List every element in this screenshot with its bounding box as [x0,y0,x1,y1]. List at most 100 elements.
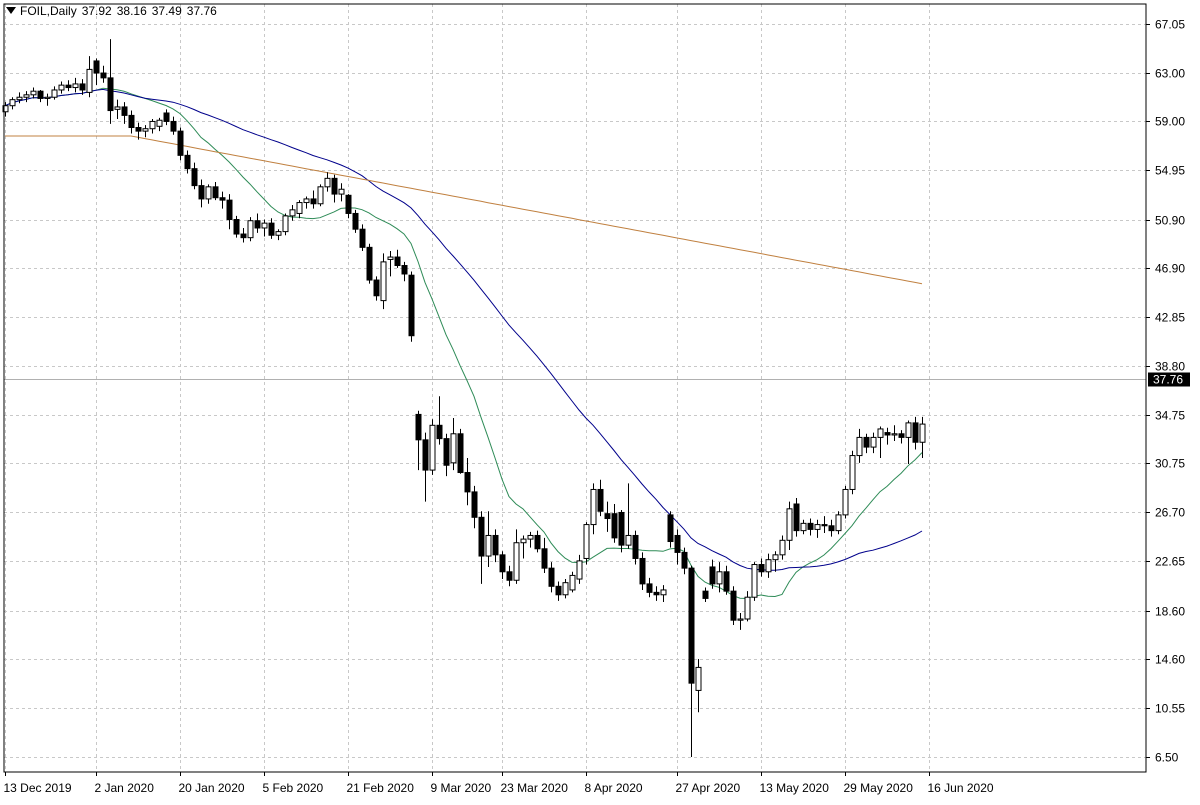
candle-body-bull [919,423,926,443]
candle-body-bear [492,534,499,556]
candle-body-bear [79,83,86,91]
x-tick-label: 27 Apr 2020 [676,781,741,795]
y-tick-label: 14.60 [1155,653,1185,667]
candle-body-bear [478,516,485,557]
candle-body-bear [191,168,198,187]
x-tick-label: 13 May 2020 [760,781,830,795]
candle-body-bear [639,557,646,585]
candle-body-bull [744,596,751,620]
plot-frame [3,3,1147,773]
candle-body-bull [2,105,9,113]
y-tick-label: 59.00 [1155,115,1185,129]
candle-body-bull [856,436,863,457]
candle-body-bear [828,525,835,532]
candle-body-bear [499,554,506,573]
candle-body-bear [898,433,905,438]
candle-body-bear [219,197,226,201]
candle-body-bear [541,548,548,569]
candle-body-bear [681,551,688,569]
candle-body-bear [653,591,660,596]
candle-body-bull [891,433,898,436]
candle-body-bull [338,188,345,195]
candle-body-bear [702,590,709,599]
candle-body-bear [884,432,891,436]
y-tick-label: 6.50 [1155,751,1179,765]
candle-body-bear [457,433,464,474]
candle-body-bear [268,222,275,236]
candle-body-bull [317,186,324,205]
dropdown-triangle-icon[interactable] [6,7,16,14]
candle-body-bear [394,256,401,267]
candle-body-bear [107,77,114,112]
current-price-label: 37.76 [1153,373,1183,387]
candle-body-bull [576,560,583,580]
candle-body-bear [912,422,919,443]
moving-averages-layer [4,87,923,600]
candle-body-bear [534,534,541,550]
candle-body-bear [128,114,135,129]
candle-body-bull [23,94,30,98]
candle-body-bull [835,514,842,532]
high-value: 38.16 [116,4,147,18]
candle-body-bull [387,256,394,260]
candles-layer [2,39,926,757]
y-tick-label: 42.85 [1155,311,1185,325]
candle-body-bear [240,233,247,239]
candle-body-bear [632,534,639,559]
y-tick-label: 18.60 [1155,605,1185,619]
symbol-label: FOIL, [20,4,51,18]
candle-body-bear [471,491,478,518]
candle-body-bear [352,212,359,230]
candle-body-bull [303,198,310,204]
candle-body-bull [16,96,23,101]
candle-body-bear [65,84,72,89]
candle-body-bull [870,436,877,448]
current-price-label-box [1148,372,1190,387]
candle-body-bull [149,120,156,130]
candle-body-bear [667,514,674,543]
candle-body-bull [30,90,37,96]
candle-body-bear [359,228,366,248]
candle-body-bear [177,130,184,156]
candle-body-bull [562,582,569,596]
candle-body-bear [212,186,219,199]
candle-body-bear [135,127,142,132]
candle-body-bear [730,590,737,621]
candle-body-bear [401,265,408,275]
candle-body-bull [695,666,702,691]
x-tick-label: 20 Jan 2020 [179,781,245,795]
y-tick-label: 46.90 [1155,262,1185,276]
candle-body-bull [905,422,912,438]
candle-body-bull [513,542,520,581]
x-tick-label: 9 Mar 2020 [431,781,492,795]
candle-body-bull [590,488,597,526]
candle-body-bear [121,106,128,116]
candle-body-bull [450,433,457,464]
y-tick-label: 54.95 [1155,164,1185,178]
y-tick-label: 38.80 [1155,360,1185,374]
candle-body-bear [688,567,695,684]
candle-body-bear [758,564,765,573]
x-tick-label: 21 Feb 2020 [347,781,415,795]
grid-layer [4,4,1146,772]
candle-body-bear [170,120,177,132]
candle-body-bull [737,618,744,621]
candle-body-bear [506,571,513,581]
candle-body-bull [786,508,793,541]
candle-body-bull [282,215,289,233]
candle-body-bull [205,186,212,200]
candle-body-bear [331,177,338,195]
candle-body-bear [226,199,233,221]
y-tick-label: 30.75 [1155,457,1185,471]
y-tick-label: 22.65 [1155,555,1185,569]
candle-body-bear [422,439,429,471]
x-tick-label: 29 May 2020 [844,781,914,795]
candle-body-bear [646,583,653,593]
candle-body-bull [751,564,758,598]
candle-body-bull [772,554,779,561]
candle-body-bear [555,585,562,596]
candle-body-bear [723,571,730,592]
low-value: 37.49 [151,4,182,18]
